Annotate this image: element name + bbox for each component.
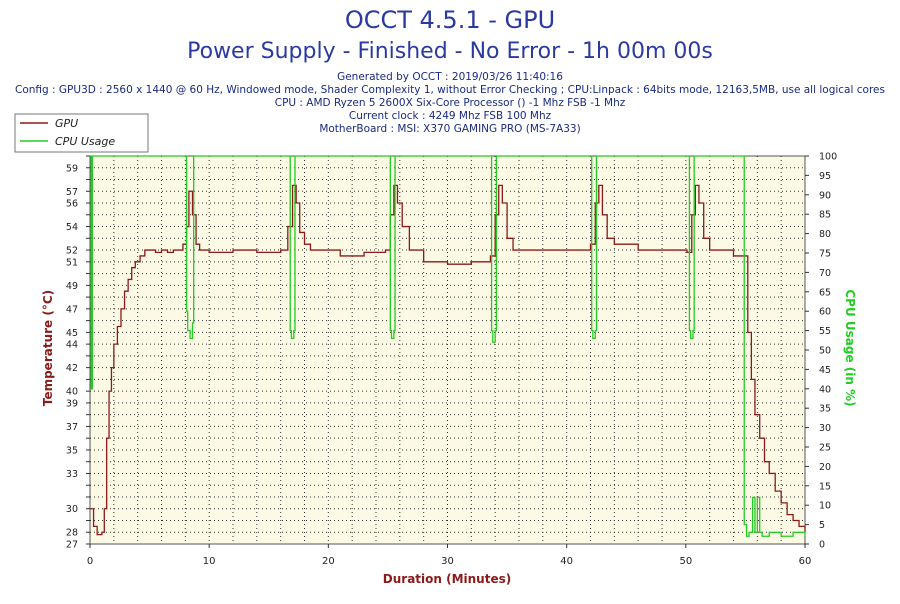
y2-tick-label: 25 xyxy=(819,443,831,454)
y2-tick-label: 80 xyxy=(819,229,831,240)
y2-tick-label: 70 xyxy=(819,268,831,279)
x-tick-label: 60 xyxy=(799,556,812,567)
y2-tick-label: 50 xyxy=(819,346,831,357)
y-tick-label: 30 xyxy=(66,504,78,515)
y-tick-label: 44 xyxy=(66,340,78,351)
y2-tick-label: 100 xyxy=(819,152,837,163)
y2-tick-label: 60 xyxy=(819,307,831,318)
y-tick-label: 52 xyxy=(66,246,78,257)
y-tick-label: 59 xyxy=(66,163,78,174)
x-tick-label: 50 xyxy=(679,556,692,567)
y-tick-label: 51 xyxy=(66,257,78,268)
y-tick-label: 54 xyxy=(66,222,78,233)
y2-tick-label: 75 xyxy=(819,249,831,260)
chart-subtitle: Power Supply - Finished - No Error - 1h … xyxy=(187,39,713,64)
y2-tick-label: 0 xyxy=(819,540,825,551)
y-tick-label: 28 xyxy=(66,528,78,539)
x-ticks: 0 10 20 30 40 50 60 xyxy=(87,544,812,567)
y2-tick-label: 30 xyxy=(819,423,831,434)
y-axis-label: Temperature (°C) xyxy=(41,290,55,406)
series-layer xyxy=(90,155,806,537)
x-axis-label: Duration (Minutes) xyxy=(383,572,511,586)
y-tick-label: 39 xyxy=(66,398,78,409)
y2-tick-label: 45 xyxy=(819,365,831,376)
y-tick-label: 35 xyxy=(66,445,78,456)
y-tick-label: 37 xyxy=(66,422,78,433)
y2-tick-label: 20 xyxy=(819,462,831,473)
series-line-gpu xyxy=(90,184,806,536)
y2-tick-label: 35 xyxy=(819,404,831,415)
y-tick-label: 33 xyxy=(66,469,78,480)
series-line-cpu-usage xyxy=(90,155,806,537)
y-tick-label: 49 xyxy=(66,281,78,292)
y2-tick-label: 65 xyxy=(819,287,831,298)
y2-tick-label: 90 xyxy=(819,190,831,201)
info-line: Config : GPU3D : 2560 x 1440 @ 60 Hz, Wi… xyxy=(15,84,885,96)
y-tick-label: 45 xyxy=(66,328,78,339)
legend: GPU CPU Usage xyxy=(14,113,149,153)
y2-tick-label: 15 xyxy=(819,481,831,492)
info-line: MotherBoard : MSI: X370 GAMING PRO (MS-7… xyxy=(319,123,580,135)
x-tick-label: 10 xyxy=(203,556,216,567)
y2-tick-label: 5 xyxy=(819,520,825,531)
y2-tick-label: 55 xyxy=(819,326,831,337)
legend-box xyxy=(14,113,149,153)
y-tick-label: 42 xyxy=(66,363,78,374)
info-line: CPU : AMD Ryzen 5 2600X Six-Core Process… xyxy=(275,97,626,109)
y2-ticks: 0 5 10 15 20 25 30 35 40 45 50 55 60 65 70 75 80 85 90 95 10… xyxy=(805,152,837,551)
y-tick-label: 47 xyxy=(66,304,78,315)
y2-tick-label: 95 xyxy=(819,171,831,182)
x-tick-label: 0 xyxy=(87,556,93,567)
info-line: Current clock : 4249 Mhz FSB 100 Mhz xyxy=(349,110,552,122)
x-tick-label: 40 xyxy=(560,556,573,567)
info-lines: Generated by OCCT : 2019/03/26 11:40:16C… xyxy=(15,71,885,135)
y-tick-label: 56 xyxy=(66,199,78,210)
x-tick-label: 30 xyxy=(441,556,454,567)
y-tick-label: 40 xyxy=(66,387,78,398)
y2-tick-label: 10 xyxy=(819,501,831,512)
plot-area xyxy=(89,155,806,545)
x-tick-label: 20 xyxy=(322,556,335,567)
info-line: Generated by OCCT : 2019/03/26 11:40:16 xyxy=(337,71,563,83)
y-tick-label: 57 xyxy=(66,187,78,198)
y2-tick-label: 40 xyxy=(819,384,831,395)
legend-label-cpu: CPU Usage xyxy=(55,135,115,148)
chart-title: OCCT 4.5.1 - GPU xyxy=(345,6,555,34)
y2-axis-label: CPU Usage (in %) xyxy=(843,289,857,406)
y-tick-label: 27 xyxy=(66,540,78,551)
legend-label-gpu: GPU xyxy=(55,117,78,130)
y2-tick-label: 85 xyxy=(819,210,831,221)
